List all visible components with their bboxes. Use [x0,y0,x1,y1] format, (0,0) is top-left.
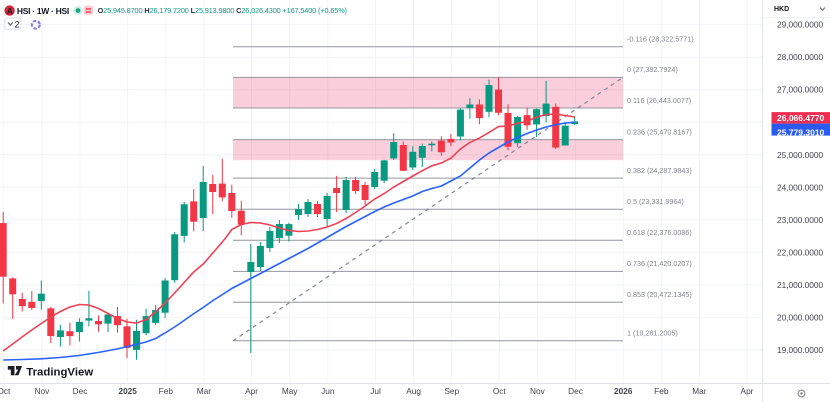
svg-text:2026: 2026 [614,386,633,396]
svg-text:Oct: Oct [0,386,11,396]
svg-text:27,000.0000: 27,000.0000 [777,85,824,95]
svg-text:24,000.0000: 24,000.0000 [777,182,824,192]
svg-text:Oct: Oct [493,386,507,396]
svg-text:22,000.0000: 22,000.0000 [777,247,824,257]
svg-text:0.5 (23,331.9964): 0.5 (23,331.9964) [627,197,684,206]
svg-text:28,000.0000: 28,000.0000 [777,52,824,62]
svg-text:Nov: Nov [530,386,546,396]
svg-text:0.236 (25,470.8167): 0.236 (25,470.8167) [627,127,692,136]
svg-text:Feb: Feb [159,386,174,396]
svg-text:-0.116 (28,322.5771): -0.116 (28,322.5771) [627,35,694,44]
svg-text:23,000.0000: 23,000.0000 [777,215,824,225]
svg-text:Apr: Apr [741,386,754,396]
svg-text:0 (27,382.7924): 0 (27,382.7924) [627,65,678,74]
svg-text:2: 2 [15,19,20,29]
svg-text:A: A [7,6,13,16]
svg-text:HKD: HKD [774,6,789,13]
svg-text:Mar: Mar [197,386,212,396]
svg-text:Sep: Sep [444,386,459,396]
svg-text:19,000.0000: 19,000.0000 [777,345,824,355]
svg-text:0.853 (20,472.1345): 0.853 (20,472.1345) [627,290,692,299]
svg-text:Nov: Nov [35,386,51,396]
svg-text:0.382 (24,287.9843): 0.382 (24,287.9843) [627,166,692,175]
svg-text:HSI · 1W · HSI: HSI · 1W · HSI [17,6,69,16]
svg-text:Jul: Jul [370,386,381,396]
svg-text:25,779.3010: 25,779.3010 [777,127,825,137]
svg-text:21,000.0000: 21,000.0000 [777,280,824,290]
svg-text:0.736 (21,420.0207): 0.736 (21,420.0207) [627,259,692,268]
svg-text:29,000.0000: 29,000.0000 [777,20,824,30]
svg-text:26,066.4770: 26,066.4770 [777,113,825,123]
svg-text:0.618 (22,376.0086): 0.618 (22,376.0086) [627,228,692,237]
svg-text:25,000.0000: 25,000.0000 [777,150,824,160]
svg-text:Jun: Jun [321,386,335,396]
svg-text:O25,945.8700 H26,179.7200 L25,: O25,945.8700 H26,179.7200 L25,913.9800 C… [98,6,347,15]
svg-text:Feb: Feb [654,386,669,396]
svg-text:May: May [282,386,299,396]
svg-text:Dec: Dec [73,386,88,396]
svg-text:2025: 2025 [118,386,137,396]
svg-text:Dec: Dec [568,386,583,396]
svg-text:0.116 (26,443.0077): 0.116 (26,443.0077) [627,96,691,105]
svg-text:Aug: Aug [406,386,421,396]
svg-text:Mar: Mar [692,386,707,396]
svg-text:1 (19,281.2005): 1 (19,281.2005) [627,329,678,338]
svg-text:20,000.0000: 20,000.0000 [777,312,824,322]
svg-text:Apr: Apr [245,386,258,396]
svg-text:TradingView: TradingView [26,366,93,378]
